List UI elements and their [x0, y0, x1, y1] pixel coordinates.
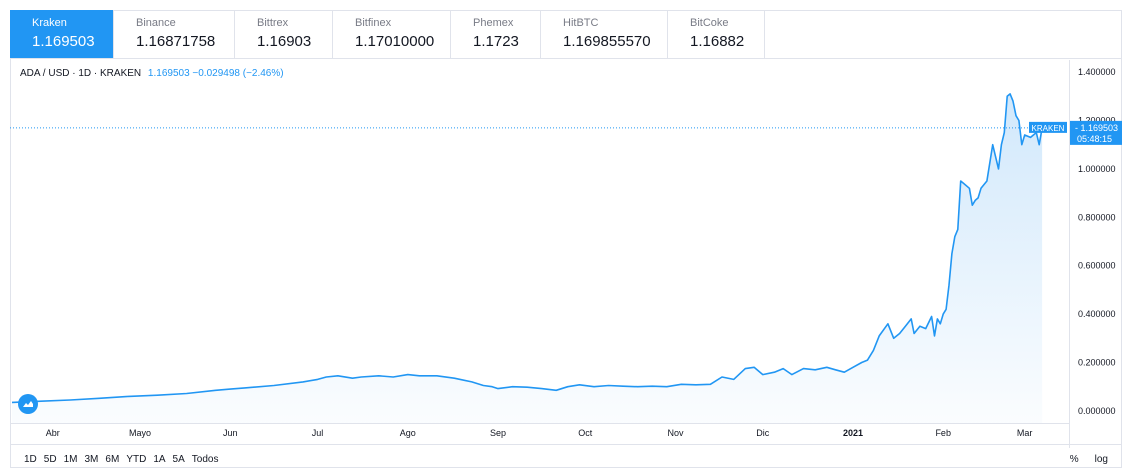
tab-price: 1.16871758 — [136, 33, 216, 50]
price-tag — [1070, 120, 1122, 145]
tab-price: 1.169503 — [32, 33, 95, 50]
symbol-label: ADA / USD · 1D · KRAKEN — [20, 68, 142, 79]
x-tick-label: Ago — [400, 428, 416, 438]
x-tick-label: Mar — [1017, 428, 1033, 438]
tab-bitcoke[interactable]: BitCoke 1.16882 — [668, 10, 765, 58]
tab-exchange-label: Kraken — [32, 17, 67, 29]
tab-exchange-label: Bittrex — [257, 17, 289, 29]
exchange-tag — [1029, 121, 1067, 133]
tab-exchange-label: Phemex — [473, 17, 514, 29]
price-tag-value: - 1.169503 — [1075, 123, 1118, 133]
range-button-1d[interactable]: 1D — [24, 454, 37, 465]
x-tick-label: Nov — [667, 428, 684, 438]
exchange-tag-label: KRAKEN — [1032, 124, 1065, 133]
exchange-tabs: Kraken 1.169503 Binance 1.16871758 Bittr… — [10, 10, 1122, 59]
x-tick-label: Oct — [578, 428, 593, 438]
range-button-5d[interactable]: 5D — [43, 454, 57, 465]
tab-bitfinex[interactable]: Bitfinex 1.17010000 — [333, 10, 451, 58]
range-button-ytd[interactable]: YTD — [126, 454, 147, 465]
range-button-todos[interactable]: Todos — [191, 454, 219, 465]
tab-exchange-label: Bitfinex — [355, 17, 392, 29]
tab-exchange-label: Binance — [136, 17, 176, 29]
scale-controls: % log — [1070, 454, 1108, 465]
range-buttons: 1D 5D 1M 3M 6M YTD 1A 5A Todos — [24, 454, 218, 465]
range-button-1m[interactable]: 1M — [63, 454, 78, 465]
y-tick-label: 0.000000 — [1078, 406, 1116, 416]
x-tick-label: Feb — [935, 428, 951, 438]
tab-exchange-label: HitBTC — [563, 17, 599, 29]
x-tick-label: 2021 — [843, 428, 863, 438]
range-button-3m[interactable]: 3M — [84, 454, 99, 465]
tab-hitbtc[interactable]: HitBTC 1.169855570 — [541, 10, 668, 58]
range-button-1a[interactable]: 1A — [153, 454, 166, 465]
tradingview-logo-icon[interactable] — [18, 394, 38, 414]
tab-price: 1.169855570 — [563, 33, 651, 50]
x-tick-label: Jul — [312, 428, 324, 438]
y-tick-label: 0.200000 — [1078, 358, 1116, 368]
tab-price: 1.16882 — [690, 33, 745, 50]
x-tick-label: Mayo — [129, 428, 151, 438]
range-button-5a[interactable]: 5A — [172, 454, 185, 465]
ohlc-values: 1.169503 −0.029498 (−2.46%) — [147, 68, 284, 79]
x-tick-label: Abr — [46, 428, 60, 438]
y-tick-label: 0.800000 — [1078, 212, 1116, 222]
price-area-fill — [12, 93, 1043, 424]
bottom-toolbar: 1D 5D 1M 3M 6M YTD 1A 5A Todos % log — [10, 448, 1122, 468]
chart-legend: ADA / USD · 1D · KRAKEN 1.169503 −0.0294… — [20, 68, 284, 79]
tab-phemex[interactable]: Phemex 1.1723 — [451, 10, 541, 58]
percent-scale-toggle[interactable]: % — [1069, 454, 1079, 465]
tab-bittrex[interactable]: Bittrex 1.16903 — [235, 10, 333, 58]
price-tag-countdown: 05:48:15 — [1077, 134, 1112, 144]
y-tick-label: 1.000000 — [1078, 164, 1116, 174]
y-tick-label: 0.400000 — [1078, 309, 1116, 319]
y-tick-label: 1.200000 — [1078, 116, 1116, 126]
log-scale-toggle[interactable]: log — [1094, 454, 1108, 465]
x-tick-label: Dic — [756, 428, 769, 438]
x-tick-label: Sep — [490, 428, 506, 438]
tab-exchange-label: BitCoke — [690, 17, 729, 29]
tab-price: 1.1723 — [473, 33, 519, 50]
tab-price: 1.16903 — [257, 33, 312, 50]
range-button-6m[interactable]: 6M — [105, 454, 120, 465]
y-tick-label: 1.400000 — [1078, 67, 1116, 77]
tab-kraken[interactable]: Kraken 1.169503 — [10, 10, 114, 58]
y-tick-label: 0.600000 — [1078, 261, 1116, 271]
x-tick-label: Jun — [223, 428, 238, 438]
tab-price: 1.17010000 — [355, 33, 435, 50]
tab-binance[interactable]: Binance 1.16871758 — [114, 10, 235, 58]
price-line — [11, 93, 1043, 404]
